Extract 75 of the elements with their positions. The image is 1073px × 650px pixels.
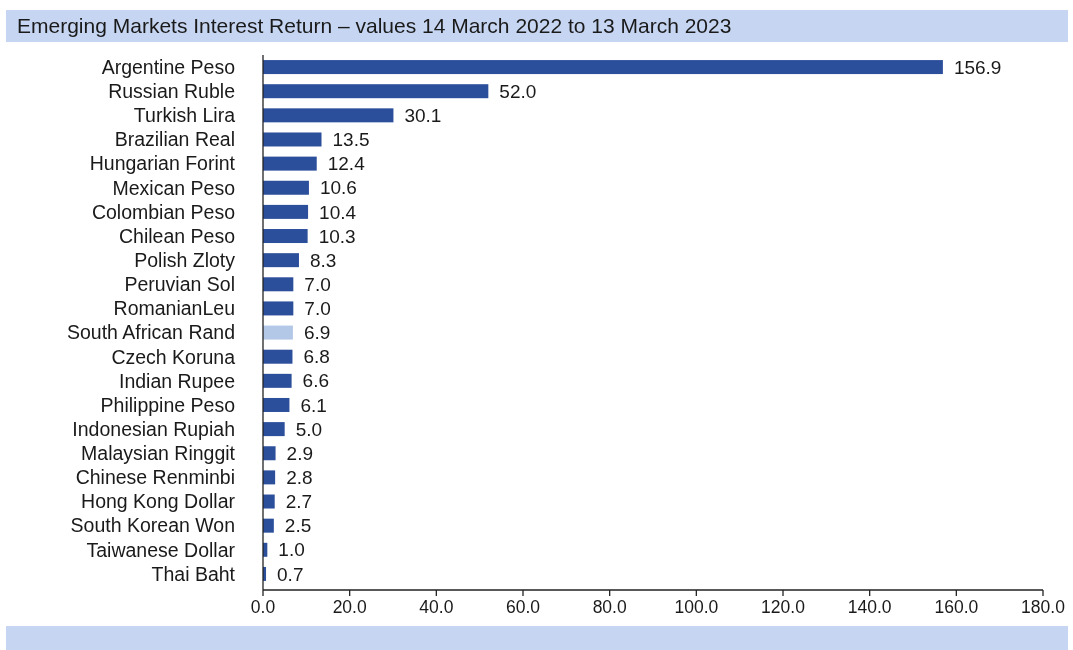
data-label: 0.7 bbox=[277, 563, 304, 585]
bar bbox=[263, 84, 489, 99]
x-tick-label: 100.0 bbox=[674, 597, 719, 618]
y-tick-label: RomanianLeu bbox=[113, 297, 235, 320]
y-tick-label: Colombian Peso bbox=[91, 200, 236, 223]
y-tick-label: Turkish Lira bbox=[133, 104, 236, 127]
bar bbox=[263, 446, 276, 461]
bar bbox=[263, 373, 292, 388]
y-tick-label: Indonesian Rupiah bbox=[72, 417, 235, 440]
x-tick-label: 0.0 bbox=[250, 597, 276, 618]
data-label: 6.6 bbox=[302, 370, 330, 392]
bar bbox=[263, 253, 299, 268]
y-tick-label: Mexican Peso bbox=[112, 176, 236, 199]
y-tick-label: Chilean Peso bbox=[119, 224, 236, 247]
data-label: 6.9 bbox=[303, 322, 331, 344]
y-tick-label: Hungarian Forint bbox=[89, 152, 236, 175]
y-tick-label: Malaysian Ringgit bbox=[81, 442, 236, 465]
data-label: 156.9 bbox=[953, 56, 1002, 78]
data-label: 2.7 bbox=[285, 491, 313, 513]
y-tick-label: Brazilian Real bbox=[114, 128, 235, 151]
y-tick-label: Czech Koruna bbox=[111, 345, 236, 368]
data-label: 2.8 bbox=[286, 467, 313, 489]
bar bbox=[263, 397, 290, 412]
data-label: 10.6 bbox=[319, 177, 357, 199]
x-tick-label: 160.0 bbox=[934, 597, 979, 618]
x-tick-label: 20.0 bbox=[332, 597, 367, 618]
x-tick-label: 180.0 bbox=[1021, 597, 1066, 618]
bar bbox=[263, 301, 294, 316]
data-label: 7.0 bbox=[304, 273, 331, 295]
bar bbox=[263, 518, 274, 533]
bar bbox=[263, 277, 294, 292]
y-tick-label: Peruvian Sol bbox=[124, 273, 235, 296]
y-tick-label: Russian Ruble bbox=[108, 80, 235, 103]
bar bbox=[263, 422, 285, 437]
bar bbox=[263, 494, 275, 509]
x-tick-label: 80.0 bbox=[592, 597, 627, 618]
data-label: 7.0 bbox=[304, 298, 331, 320]
y-tick-label: South African Rand bbox=[66, 321, 235, 344]
data-label: 10.3 bbox=[318, 225, 356, 247]
y-tick-label: Hong Kong Dollar bbox=[81, 490, 236, 513]
bar bbox=[263, 60, 943, 75]
bar bbox=[263, 204, 309, 219]
y-tick-label: Indian Rupee bbox=[118, 369, 235, 392]
y-tick-label: Taiwanese Dollar bbox=[86, 538, 236, 561]
data-label: 8.3 bbox=[309, 249, 337, 271]
bar bbox=[263, 349, 293, 364]
data-label: 1.0 bbox=[278, 539, 305, 561]
data-label: 2.5 bbox=[284, 515, 312, 537]
y-tick-label: Philippine Peso bbox=[100, 393, 236, 416]
bar bbox=[263, 325, 293, 340]
y-tick-label: Polish Zloty bbox=[134, 248, 236, 271]
bar bbox=[263, 470, 276, 485]
y-tick-label: Chinese Renminbi bbox=[75, 466, 235, 489]
data-label: 10.4 bbox=[319, 201, 357, 223]
y-tick-label: Thai Baht bbox=[151, 562, 236, 585]
data-label: 5.0 bbox=[295, 418, 323, 440]
bar bbox=[263, 108, 394, 123]
bar bbox=[263, 132, 322, 147]
y-tick-label: Argentine Peso bbox=[101, 55, 236, 78]
x-tick-label: 40.0 bbox=[419, 597, 454, 618]
bar bbox=[263, 229, 308, 244]
bar bbox=[263, 156, 317, 171]
data-label: 12.4 bbox=[327, 153, 366, 175]
chart-title: Emerging Markets Interest Return – values 14 March 2022 to 13 March 2023 bbox=[17, 14, 732, 38]
data-label: 6.8 bbox=[303, 346, 330, 368]
data-label: 6.1 bbox=[300, 394, 327, 416]
data-label: 13.5 bbox=[332, 129, 370, 151]
x-tick-label: 60.0 bbox=[505, 597, 541, 618]
bar bbox=[263, 180, 309, 195]
data-label: 2.9 bbox=[286, 442, 313, 464]
x-tick-label: 140.0 bbox=[847, 597, 892, 618]
y-tick-label: South Korean Won bbox=[70, 514, 235, 537]
x-tick-label: 120.0 bbox=[761, 597, 806, 618]
data-label: 30.1 bbox=[404, 104, 442, 126]
data-label: 52.0 bbox=[499, 80, 537, 102]
